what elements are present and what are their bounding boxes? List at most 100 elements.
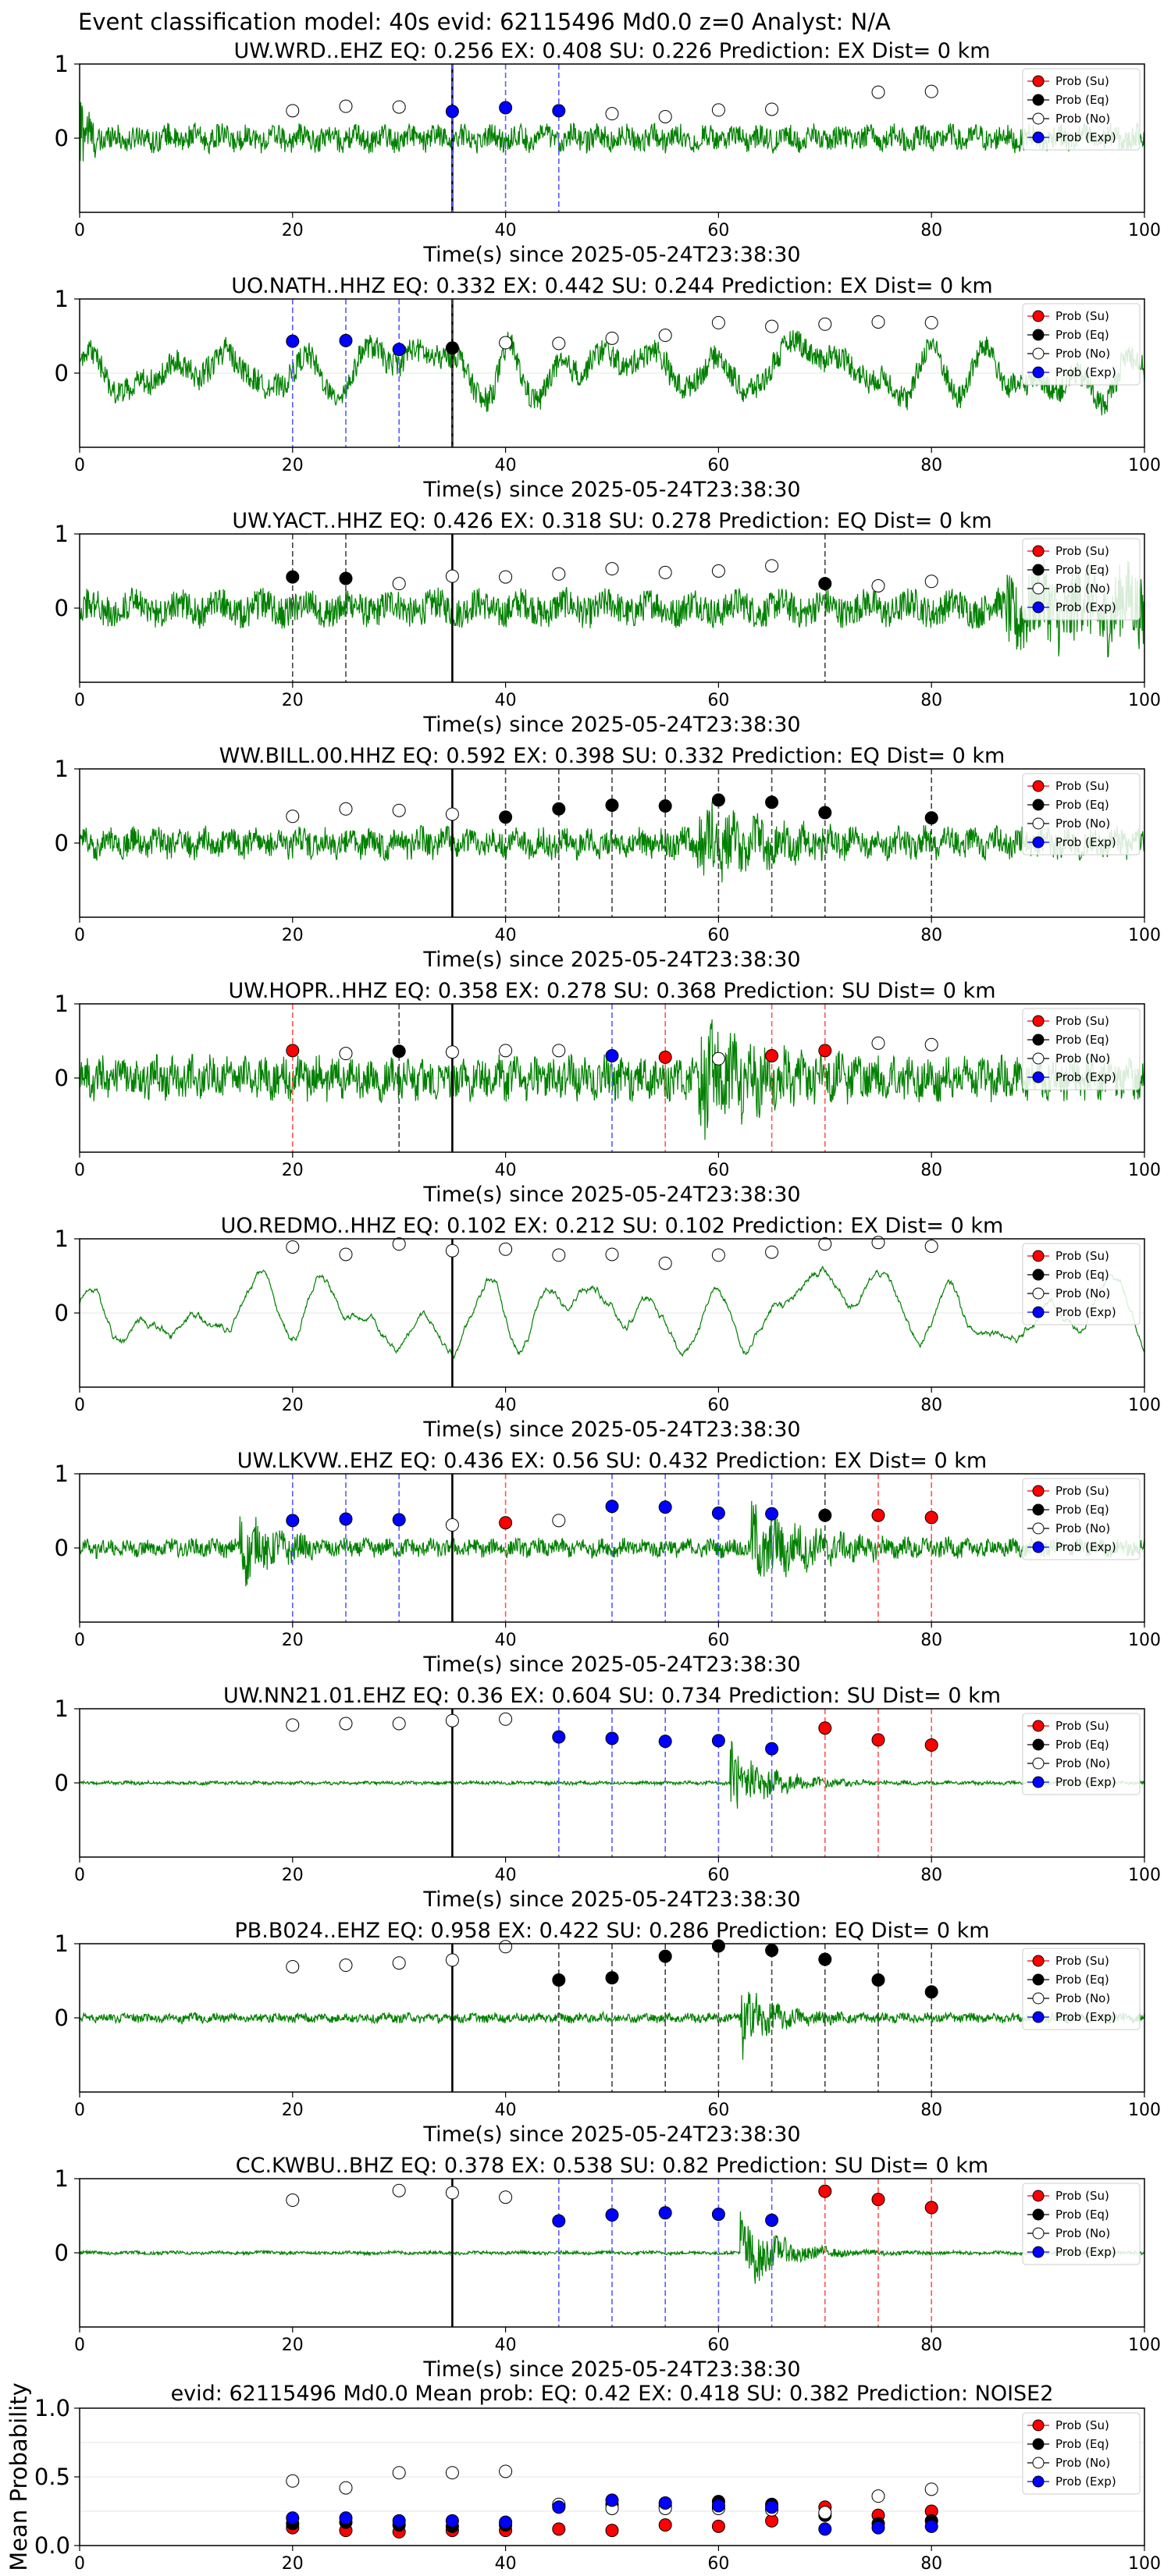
panels: UW.WRD..EHZ EQ: 0.256 EX: 0.408 SU: 0.22… [5,39,1161,2574]
prob-point [871,1236,885,1250]
x-tick-label: 100 [1128,1631,1161,1650]
x-tick-label: 20 [282,1161,304,1180]
prob-point [711,1051,725,1066]
y-tick-label: 0.0 [34,2532,70,2559]
prob-point [499,2190,513,2204]
legend-marker [1032,112,1045,125]
legend-label: Prob (No) [1055,1756,1110,1770]
prob-point [445,1953,459,1967]
mean-prob-point [339,2511,353,2525]
prob-point [392,100,406,114]
prob-point [711,315,725,329]
legend-marker [1032,1034,1045,1046]
mean-prob-point [392,2514,406,2528]
prob-point [392,1956,406,1970]
x-tick-label: 80 [920,691,942,710]
panel-title: WW.BILL.00.HHZ EQ: 0.592 EX: 0.398 SU: 0… [219,744,1005,768]
prob-point [392,1044,406,1059]
seismic-trace [79,1741,1145,1809]
mean-prob-point [392,2466,406,2480]
legend-box [1022,1478,1141,1560]
legend-label: Prob (Exp) [1055,600,1116,614]
prob-point [658,2206,672,2220]
y-tick-label: 0.5 [34,2464,70,2490]
legend-label: Prob (Eq) [1055,1738,1109,1752]
prob-point [445,807,459,821]
x-tick-label: 80 [920,926,942,945]
x-axis-label: Time(s) since 2025-05-24T23:38:30 [422,1653,800,1677]
prob-point [392,803,406,817]
prob-point [392,1237,406,1251]
legend-label: Prob (Exp) [1055,1540,1116,1554]
legend-label: Prob (Exp) [1055,1775,1116,1789]
x-tick-label: 100 [1128,1161,1161,1180]
legend-box [1022,1948,1141,2030]
prob-point [286,809,300,824]
seismic-trace [79,100,1145,162]
legend-marker [1032,1268,1045,1281]
panel-4: WW.BILL.00.HHZ EQ: 0.592 EX: 0.398 SU: 0… [55,744,1161,972]
prob-point [286,1718,300,1732]
prob-point [871,2193,885,2207]
seismic-trace [79,329,1145,416]
prob-point [552,1730,566,1744]
x-tick-label: 20 [282,691,304,710]
legend-label: Prob (Eq) [1055,563,1109,577]
legend-label: Prob (No) [1055,1286,1110,1300]
legend-marker [1032,1052,1045,1065]
prob-point [711,793,725,807]
prob-point [605,562,619,576]
prob-point [392,1513,406,1527]
panel-title: evid: 62115496 Md0.0 Mean prob: EQ: 0.42… [171,2382,1054,2406]
prob-point [765,2213,779,2227]
x-tick-label: 20 [282,2101,304,2120]
prob-point [765,1049,779,1062]
panel-title: UW.LKVW..EHZ EQ: 0.436 EX: 0.56 SU: 0.43… [237,1449,987,1473]
legend-label: Prob (Su) [1055,1484,1109,1498]
legend-label: Prob (Eq) [1055,1268,1109,1282]
panel-title: UW.YACT..HHZ EQ: 0.426 EX: 0.318 SU: 0.2… [232,509,991,533]
x-tick-label: 40 [495,2101,517,2120]
prob-point [286,570,300,584]
y-tick-label: 1 [55,51,69,77]
legend-marker [1032,347,1045,360]
x-tick-label: 0 [74,1396,85,1415]
prob-point [605,1971,619,1985]
prob-point [765,1742,779,1756]
x-tick-label: 40 [495,221,517,240]
legend-marker [1032,1720,1045,1732]
legend-box [1022,1713,1141,1795]
x-axis-label: Time(s) since 2025-05-24T23:38:30 [422,948,800,972]
x-tick-label: 0 [74,221,85,240]
legend-label: Prob (Su) [1055,1249,1109,1263]
x-axis-label: Time(s) since 2025-05-24T23:38:30 [422,1183,800,1207]
prob-point [339,1959,353,1973]
prob-point [924,1240,938,1253]
legend-label: Prob (No) [1055,1991,1110,2005]
x-tick-label: 0 [74,2554,85,2574]
mean-prob-point [924,2519,938,2533]
seismic-trace [79,1265,1145,1360]
x-tick-label: 80 [920,1396,942,1415]
panel-title: UO.NATH..HHZ EQ: 0.332 EX: 0.442 SU: 0.2… [231,274,992,298]
x-tick-label: 60 [707,1631,729,1650]
prob-point [339,571,353,585]
seismic-trace [79,559,1145,658]
prob-point [552,1248,566,1262]
prob-point [552,802,566,816]
prob-point [924,1037,938,1051]
legend-box [1022,68,1141,151]
x-axis-label: Time(s) since 2025-05-24T23:38:30 [422,1888,800,1912]
x-tick-label: 100 [1128,2101,1161,2120]
prob-point [658,109,672,123]
prob-point [711,103,725,117]
prob-point [605,1500,619,1514]
prob-point [924,84,938,98]
x-axis-label: Time(s) since 2025-05-24T23:38:30 [422,713,800,737]
legend-label: Prob (No) [1055,582,1110,596]
prob-point [658,1735,672,1749]
legend-label: Prob (No) [1055,2226,1110,2240]
legend-marker [1032,601,1045,614]
prob-point [445,1045,459,1059]
prob-point [818,1952,832,1966]
